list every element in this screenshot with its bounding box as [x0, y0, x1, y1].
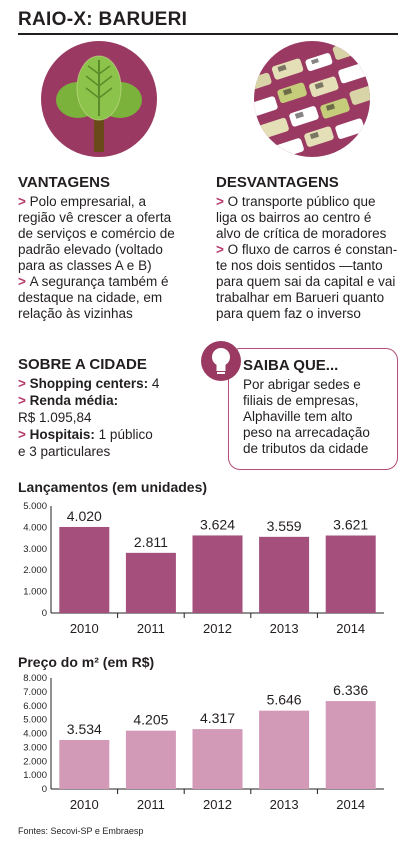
- y-tick-label: 4.000: [23, 522, 47, 533]
- desvantagens-line: para quem faz o inverso: [216, 306, 361, 321]
- saiba-line: de tributos da cidade: [243, 441, 369, 456]
- saiba-line: peso na arrecadação: [243, 425, 370, 440]
- chart-price: 0 1.000 2.000 3.000 4.000 5.000 6.000 7.000 8.00…: [23, 673, 384, 812]
- data-label: 4.317: [200, 710, 235, 726]
- desvantagens-line: liga os bairros ao centro é: [216, 210, 372, 225]
- hospitais-value-cont: e 3 particulares: [18, 444, 111, 459]
- saiba-text: Por abrigar sedes e filiais de empresas,…: [243, 377, 393, 457]
- x-tick-label: 2011: [137, 797, 165, 812]
- data-label: 4.205: [133, 712, 168, 728]
- vantagens-line: região vê crescer a oferta: [18, 210, 172, 225]
- shopping-value: 4: [151, 376, 160, 391]
- saiba-line: filiais de empresas,: [243, 393, 359, 408]
- y-tick-label: 2.000: [23, 565, 47, 576]
- bar: [59, 739, 110, 789]
- renda-value: R$ 1.095,84: [18, 410, 92, 425]
- y-tick-label: 8.000: [23, 673, 47, 684]
- data-label: 3.534: [67, 721, 102, 737]
- data-label: 4.020: [67, 508, 102, 524]
- vantagens-line: destaque na cidade, em: [18, 290, 163, 305]
- vantagens-line: padrão elevado (voltado: [18, 242, 163, 257]
- data-label: 2.811: [134, 534, 168, 550]
- vantagens-heading: VANTAGENS: [18, 174, 110, 191]
- source-note: Fontes: Secovi-SP e Embraesp: [18, 826, 144, 836]
- shopping-stat: > Shopping centers: 4: [18, 376, 160, 391]
- x-tick-label: 2011: [137, 621, 165, 636]
- chart-launches: 0 1.000 2.000 3.000 4.000 5.000 4.020 2010 2.811…: [23, 501, 384, 636]
- desvantagens-line: para quem sai da capital e vai: [216, 274, 396, 289]
- sobre-stats: > Shopping centers: 4 > Renda média: R$ …: [18, 375, 218, 460]
- y-tick-label: 7.000: [23, 687, 47, 698]
- chart2-title: Preço do m² (em R$): [18, 654, 155, 670]
- desvantagens-line: trabalhar em Barueri quanto: [216, 290, 385, 305]
- saiba-line: Alphaville tem alto: [243, 409, 353, 424]
- vantagens-line: para as classes A e B): [18, 258, 152, 273]
- data-label: 6.336: [333, 682, 368, 698]
- y-tick-label: 3.000: [23, 742, 47, 753]
- desvantagens-heading: DESVANTAGENS: [216, 174, 339, 191]
- vantagens-line: relação às vizinhas: [18, 306, 133, 321]
- y-tick-label: 4.000: [23, 729, 47, 740]
- x-tick-label: 2012: [203, 621, 232, 636]
- lightbulb-icon: [201, 341, 241, 381]
- y-tick-label: 3.000: [23, 544, 47, 555]
- bar: [259, 536, 310, 613]
- y-tick-label: 6.000: [23, 701, 47, 712]
- y-tick-label: 2.000: [23, 756, 47, 767]
- y-tick-label: 5.000: [23, 715, 47, 726]
- desvantagens-text: > O transporte público que liga os bairr…: [216, 194, 412, 322]
- x-tick-label: 2014: [336, 621, 365, 636]
- page-title: RAIO-X: BARUERI: [18, 9, 188, 30]
- vantagens-line: > Polo empresarial, a: [18, 194, 146, 209]
- bar: [259, 710, 310, 789]
- bar: [192, 729, 243, 789]
- x-tick-label: 2012: [203, 797, 232, 812]
- bar: [125, 552, 176, 613]
- shopping-label: Shopping centers:: [29, 376, 149, 391]
- chart1-title: Lançamentos (em unidades): [18, 479, 208, 495]
- sobre-heading: SOBRE A CIDADE: [18, 356, 147, 373]
- x-tick-label: 2013: [270, 621, 299, 636]
- renda-stat: > Renda média:: [18, 393, 119, 408]
- y-tick-label: 1.000: [23, 770, 47, 781]
- hospitais-stat: > Hospitais: 1 público: [18, 427, 153, 442]
- bar: [325, 701, 376, 789]
- title-divider: [18, 33, 398, 35]
- y-tick-label: 1.000: [23, 587, 47, 598]
- x-tick-label: 2010: [70, 621, 99, 636]
- data-label: 5.646: [267, 692, 302, 708]
- bar: [192, 535, 243, 613]
- y-tick-label: 0: [42, 608, 47, 619]
- saiba-heading: SAIBA QUE...: [243, 357, 339, 374]
- vantagens-line: > A segurança também é: [18, 274, 169, 289]
- x-tick-label: 2010: [70, 797, 99, 812]
- saiba-que-box: SAIBA QUE... Por abrigar sedes e filiais…: [228, 348, 398, 470]
- traffic-cars-icon: [253, 40, 371, 158]
- renda-label: Renda média:: [29, 393, 119, 408]
- vantagens-line: de serviços e comércio de: [18, 226, 175, 241]
- tree-icon: [41, 41, 157, 157]
- desvantagens-line: te nos dois sentidos —tanto: [216, 258, 383, 273]
- x-tick-label: 2013: [270, 797, 299, 812]
- bar: [325, 535, 376, 613]
- data-label: 3.621: [333, 517, 368, 533]
- bar: [125, 730, 176, 789]
- hospitais-value: 1 público: [98, 427, 153, 442]
- desvantagens-line: alvo de crítica de moradores: [216, 226, 387, 241]
- y-tick-label: 5.000: [23, 501, 47, 512]
- bar: [59, 526, 110, 613]
- data-label: 3.559: [267, 518, 302, 534]
- desvantagens-line: > O transporte público que: [216, 194, 376, 209]
- vantagens-text: > Polo empresarial, a região vê crescer …: [18, 194, 213, 322]
- y-tick-label: 0: [42, 784, 47, 795]
- hospitais-label: Hospitais:: [29, 427, 95, 442]
- x-tick-label: 2014: [336, 797, 365, 812]
- data-label: 3.624: [200, 516, 235, 532]
- desvantagens-line: > O fluxo de carros é constan-: [216, 242, 398, 257]
- saiba-line: Por abrigar sedes e: [243, 377, 361, 392]
